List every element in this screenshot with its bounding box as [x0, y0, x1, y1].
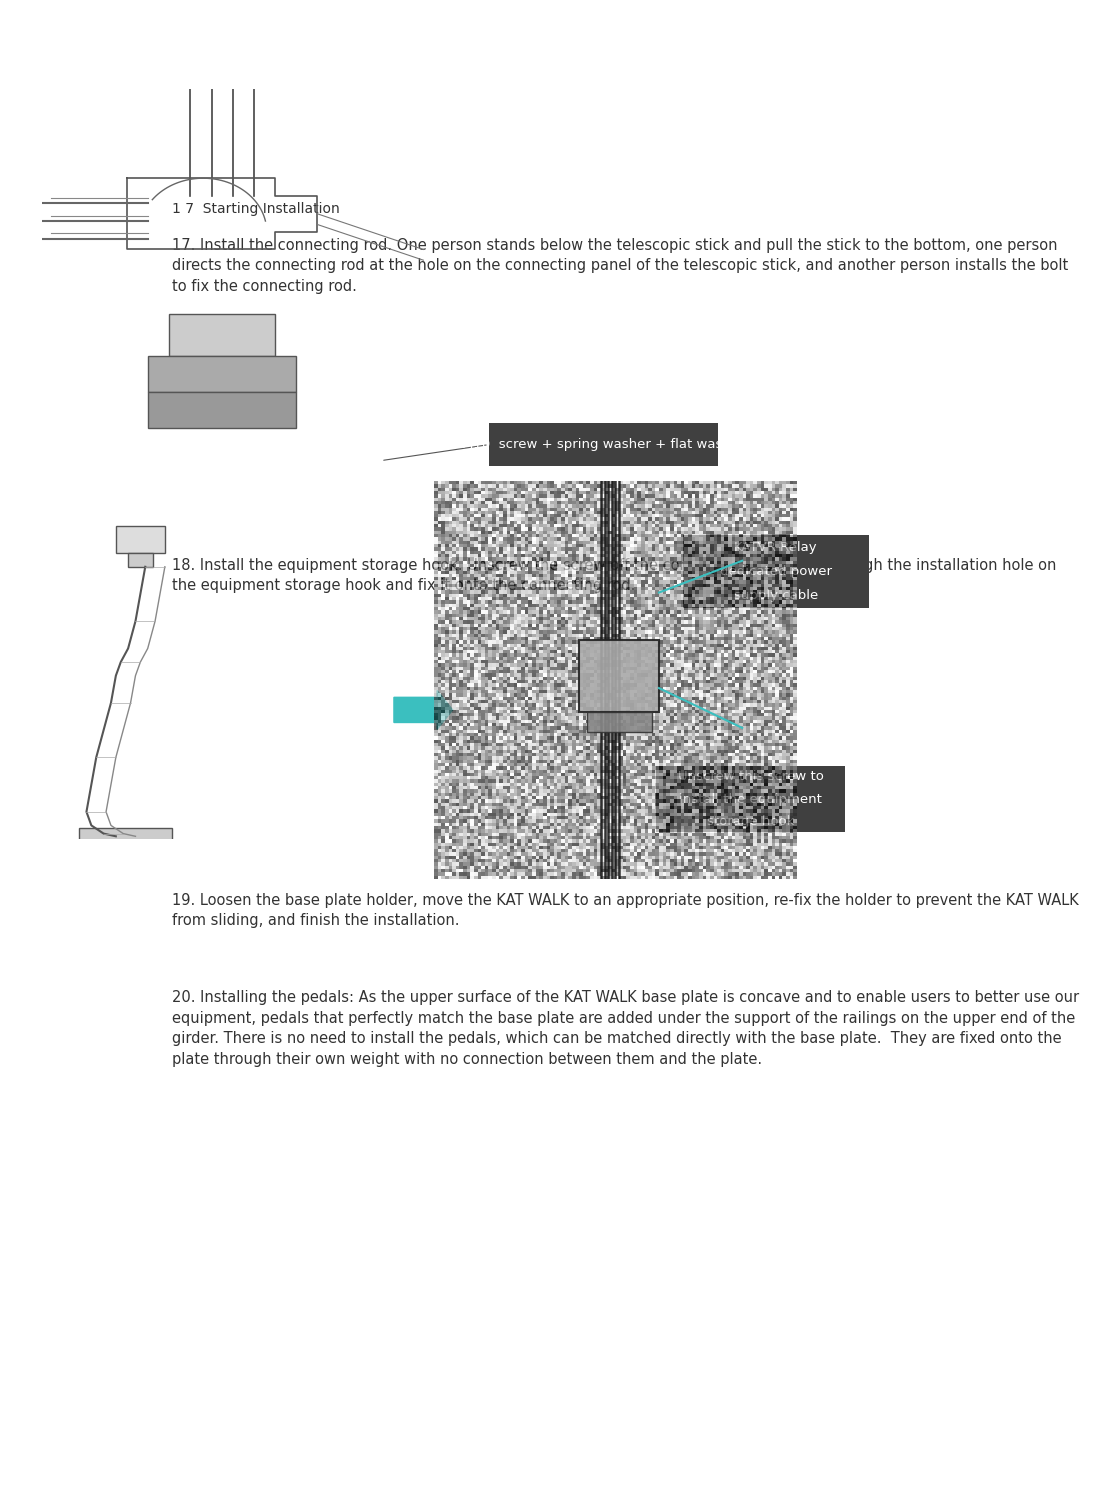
- Text: 17. Install the connecting rod. One person stands below the telescopic stick and: 17. Install the connecting rod. One pers…: [172, 238, 1057, 252]
- Bar: [128, 552, 153, 567]
- Bar: [148, 356, 296, 392]
- Text: 20. Installing the pedals: As the upper surface of the KAT WALK base plate is co: 20. Installing the pedals: As the upper …: [172, 990, 1079, 1005]
- Text: plate through their own weight with no connection between them and the plate.: plate through their own weight with no c…: [172, 1051, 762, 1066]
- Text: 18. Install the equipment storage hook. Unscrew the screw off the connecting rod: 18. Install the equipment storage hook. …: [172, 558, 1056, 573]
- Text: storage hook: storage hook: [706, 815, 794, 827]
- Bar: [116, 526, 165, 552]
- Bar: [79, 829, 173, 846]
- Bar: [587, 711, 652, 732]
- Text: from sliding, and finish the installation.: from sliding, and finish the installatio…: [172, 913, 460, 928]
- Text: 1 7  Starting Installation: 1 7 Starting Installation: [172, 202, 340, 217]
- Text: KATVR-Relay: KATVR-Relay: [734, 541, 818, 554]
- Bar: [489, 423, 717, 466]
- Bar: [579, 640, 659, 711]
- Text: 19. Loosen the base plate holder, move the KAT WALK to an appropriate position, : 19. Loosen the base plate holder, move t…: [172, 892, 1078, 907]
- Text: the equipment storage hook and fix it onto the connecting rod.: the equipment storage hook and fix it on…: [172, 578, 635, 594]
- Bar: [169, 313, 275, 356]
- Text: M10  screw + spring washer + flat washer: M10 screw + spring washer + flat washer: [462, 438, 744, 451]
- Bar: [683, 535, 869, 609]
- Text: install the equipment: install the equipment: [680, 793, 822, 805]
- Bar: [655, 766, 846, 832]
- Bar: [148, 392, 296, 428]
- Text: girder. There is no need to install the pedals, which can be matched directly wi: girder. There is no need to install the …: [172, 1031, 1062, 1047]
- Text: directs the connecting rod at the hole on the connecting panel of the telescopic: directs the connecting rod at the hole o…: [172, 258, 1068, 273]
- Text: Unscrew this screw to: Unscrew this screw to: [677, 771, 823, 784]
- Text: dedicated power: dedicated power: [720, 566, 832, 578]
- Text: supply cable: supply cable: [734, 590, 818, 603]
- Text: to fix the connecting rod.: to fix the connecting rod.: [172, 279, 356, 294]
- FancyArrow shape: [394, 691, 452, 729]
- Text: equipment, pedals that perfectly match the base plate are added under the suppor: equipment, pedals that perfectly match t…: [172, 1011, 1075, 1026]
